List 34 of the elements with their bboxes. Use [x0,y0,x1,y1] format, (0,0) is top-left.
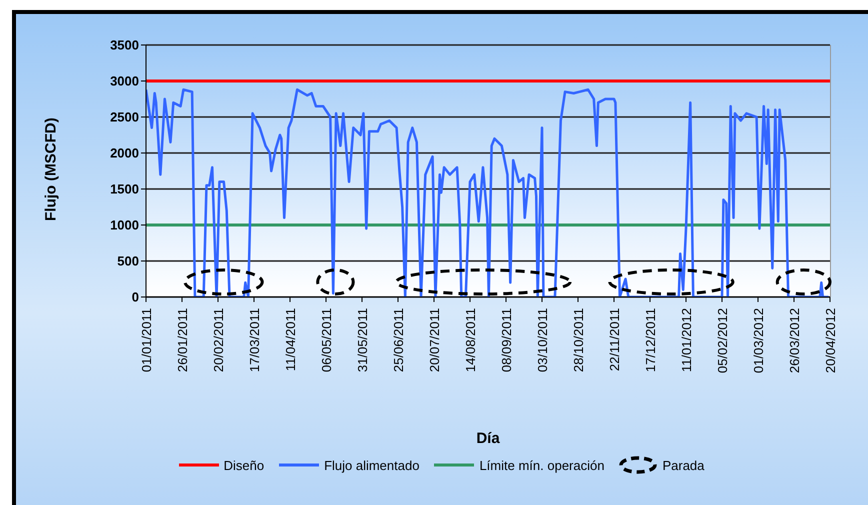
x-tick-label: 01/01/2011 [139,308,154,372]
x-tick-label: 31/05/2011 [355,308,370,372]
x-tick-label: 08/09/2011 [499,308,514,372]
x-tick-label: 17/12/2011 [643,308,658,372]
legend-label: Diseño [224,458,264,472]
text: Parada [662,458,704,472]
y-tick-label: 500 [117,254,139,269]
x-tick-label: 22/11/2011 [607,308,622,372]
x-tick-label: 20/07/2011 [427,308,442,372]
y-tick-label: 3500 [110,38,139,53]
x-tick-label: 01/03/2012 [751,308,766,374]
x-tick-label: 06/05/2011 [319,308,334,372]
y-tick-label: 3000 [110,74,139,89]
x-tick-label: 03/10/2011 [535,308,550,372]
x-tick-label: 20/04/2012 [823,308,838,374]
y-tick-label: 2500 [110,110,139,125]
x-tick-label: 05/02/2012 [715,308,730,374]
x-axis-title: Día [476,430,500,447]
y-tick-label: 1500 [110,182,139,197]
y-tick-label: 1000 [110,218,139,233]
x-tick-label: 25/06/2011 [391,308,406,372]
y-axis-title: Flujo (MSCFD) [42,118,60,221]
legend-label: Límite mín. operación [479,458,604,472]
x-tick-label: 17/03/2011 [247,308,262,372]
x-tick-label: 26/01/2011 [175,308,190,372]
legend-label: Flujo alimentado [324,458,420,472]
x-tick-label: 11/04/2011 [283,308,298,372]
x-tick-label: 26/03/2012 [787,308,802,374]
x-tick-label: 20/02/2011 [211,308,226,372]
x-tick-label: 11/01/2012 [679,308,694,372]
y-tick-label: 2000 [110,146,139,161]
x-tick-label: 28/10/2011 [571,308,586,372]
x-tick-label: 14/08/2011 [463,308,478,372]
y-tick-label: 0 [132,290,139,305]
